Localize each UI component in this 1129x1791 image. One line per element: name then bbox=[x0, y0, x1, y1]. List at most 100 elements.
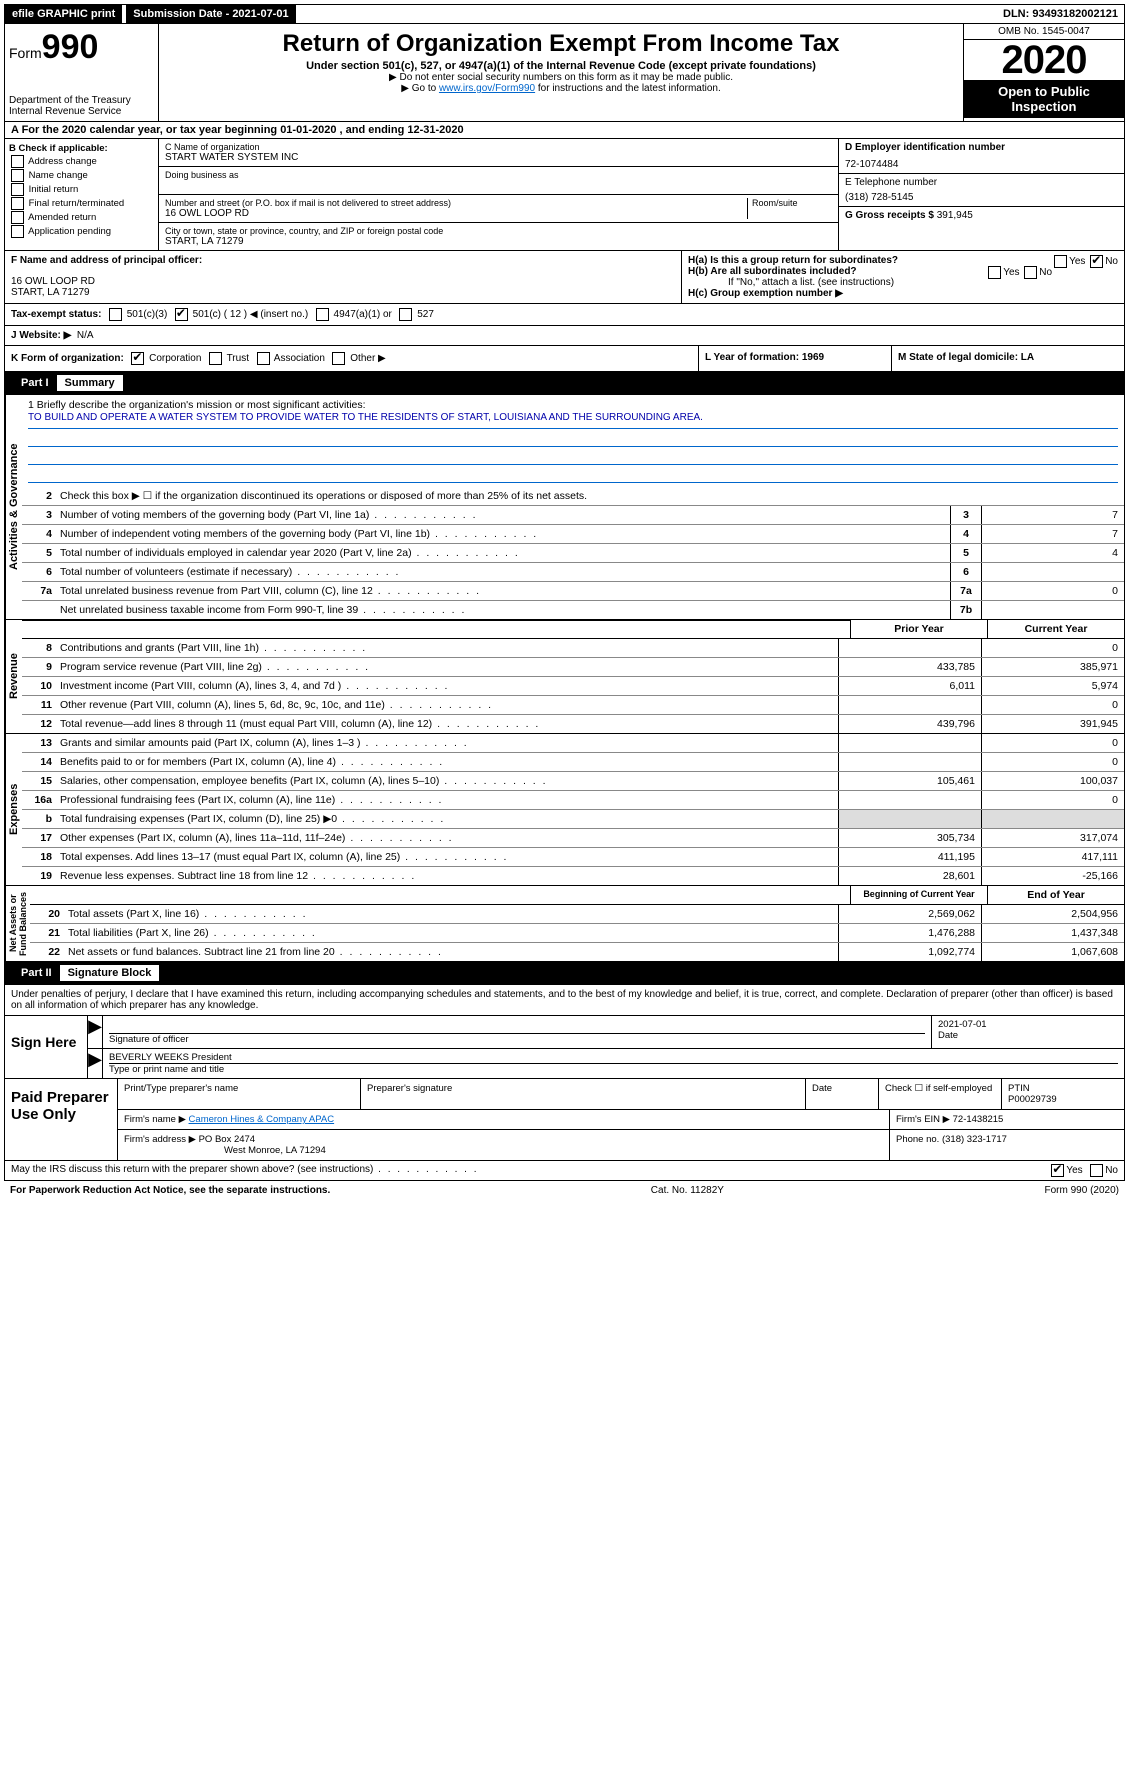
side-net-assets: Net Assets orFund Balances bbox=[5, 886, 30, 961]
city-state-zip: START, LA 71279 bbox=[165, 236, 832, 247]
sign-here-block: Sign Here ▶ Signature of officer 2021-07… bbox=[4, 1016, 1125, 1079]
efile-button[interactable]: efile GRAPHIC print bbox=[5, 5, 122, 23]
org-name: START WATER SYSTEM INC bbox=[165, 152, 832, 163]
self-employed-chk[interactable]: Check ☐ if self-employed bbox=[879, 1079, 1002, 1109]
footer-row: For Paperwork Reduction Act Notice, see … bbox=[4, 1181, 1125, 1200]
side-governance: Activities & Governance bbox=[5, 395, 22, 619]
website-value: N/A bbox=[77, 330, 94, 341]
org-name-label: C Name of organization bbox=[165, 142, 832, 152]
preparer-sig-hdr: Preparer's signature bbox=[361, 1079, 806, 1109]
firm-addr-label: Firm's address ▶ bbox=[124, 1134, 196, 1145]
firm-ein-label: Firm's EIN ▶ bbox=[896, 1114, 950, 1125]
discuss-question: May the IRS discuss this return with the… bbox=[11, 1164, 479, 1177]
table-row: 9Program service revenue (Part VIII, lin… bbox=[22, 658, 1124, 677]
table-row: 14Benefits paid to or for members (Part … bbox=[22, 753, 1124, 772]
revenue-block: Revenue Prior Year Current Year 8Contrib… bbox=[4, 620, 1125, 734]
chk-address-change[interactable]: Address change bbox=[9, 155, 154, 168]
instructions-link[interactable]: www.irs.gov/Form990 bbox=[439, 83, 535, 94]
addr-label: Number and street (or P.O. box if mail i… bbox=[165, 198, 747, 208]
hdr-prior: Prior Year bbox=[850, 620, 987, 638]
part1-body: Activities & Governance 1 Briefly descri… bbox=[4, 395, 1125, 620]
preparer-name-hdr: Print/Type preparer's name bbox=[118, 1079, 361, 1109]
period-row: A For the 2020 calendar year, or tax yea… bbox=[4, 122, 1125, 139]
officer-name: BEVERLY WEEKS President bbox=[109, 1052, 1118, 1064]
h-a: H(a) Is this a group return for subordin… bbox=[688, 255, 1118, 266]
table-row: 12Total revenue—add lines 8 through 11 (… bbox=[22, 715, 1124, 733]
entity-info-block: B Check if applicable: Address change Na… bbox=[4, 139, 1125, 251]
discuss-row: May the IRS discuss this return with the… bbox=[4, 1161, 1125, 1181]
table-row: 22Net assets or fund balances. Subtract … bbox=[30, 943, 1124, 961]
h-c: H(c) Group exemption number ▶ bbox=[688, 288, 1118, 299]
box-d: D Employer identification number 72-1074… bbox=[839, 139, 1124, 250]
net-assets-block: Net Assets orFund Balances Beginning of … bbox=[4, 886, 1125, 962]
form-ref: Form 990 (2020) bbox=[1045, 1185, 1119, 1196]
form-subtitle: Under section 501(c), 527, or 4947(a)(1)… bbox=[165, 60, 957, 72]
hdr-current: Current Year bbox=[987, 620, 1124, 638]
part2-header: Part II Signature Block bbox=[4, 962, 1125, 985]
table-row: 20Total assets (Part X, line 16)2,569,06… bbox=[30, 905, 1124, 924]
part1-header: Part I Summary bbox=[4, 372, 1125, 395]
table-row: 11Other revenue (Part VIII, column (A), … bbox=[22, 696, 1124, 715]
table-row: bTotal fundraising expenses (Part IX, co… bbox=[22, 810, 1124, 829]
phone-label: E Telephone number bbox=[845, 177, 1118, 188]
table-row: 19Revenue less expenses. Subtract line 1… bbox=[22, 867, 1124, 885]
sign-here-label: Sign Here bbox=[5, 1016, 88, 1078]
chk-initial-return[interactable]: Initial return bbox=[9, 183, 154, 196]
table-row: 4Number of independent voting members of… bbox=[22, 525, 1124, 544]
arrow-icon: ▶ bbox=[88, 1016, 103, 1048]
cat-no: Cat. No. 11282Y bbox=[651, 1185, 724, 1196]
table-row: 16aProfessional fundraising fees (Part I… bbox=[22, 791, 1124, 810]
discuss-yes[interactable] bbox=[1051, 1164, 1064, 1177]
sig-intro: Under penalties of perjury, I declare th… bbox=[4, 985, 1125, 1016]
chk-name-change[interactable]: Name change bbox=[9, 169, 154, 182]
gross-value: 391,945 bbox=[937, 210, 973, 221]
chk-application-pending[interactable]: Application pending bbox=[9, 225, 154, 238]
box-c: C Name of organization START WATER SYSTE… bbox=[159, 139, 839, 250]
line2: Check this box ▶ ☐ if the organization d… bbox=[56, 487, 1124, 505]
officer-name-label: Type or print name and title bbox=[109, 1064, 1118, 1075]
chk-amended-return[interactable]: Amended return bbox=[9, 211, 154, 224]
table-row: 5Total number of individuals employed in… bbox=[22, 544, 1124, 563]
sig-officer-label: Signature of officer bbox=[109, 1034, 925, 1045]
submission-date-button[interactable]: Submission Date - 2021-07-01 bbox=[126, 5, 295, 23]
h-b-note: If "No," attach a list. (see instruction… bbox=[688, 277, 1118, 288]
chk-final-return[interactable]: Final return/terminated bbox=[9, 197, 154, 210]
dept-label: Department of the Treasury Internal Reve… bbox=[9, 95, 154, 117]
ein-label: D Employer identification number bbox=[845, 142, 1118, 153]
ptin-label: PTIN bbox=[1008, 1083, 1118, 1094]
arrow-icon: ▶ bbox=[88, 1049, 103, 1078]
street-address: 16 OWL LOOP RD bbox=[165, 208, 747, 219]
ein-value: 72-1074484 bbox=[845, 159, 1118, 170]
form-note-2: ▶ Go to www.irs.gov/Form990 for instruct… bbox=[165, 83, 957, 94]
form-note-1: ▶ Do not enter social security numbers o… bbox=[165, 72, 957, 83]
room-suite-label: Room/suite bbox=[747, 198, 832, 219]
dln-label: DLN: 93493182002121 bbox=[997, 6, 1124, 22]
top-bar: efile GRAPHIC print Submission Date - 20… bbox=[4, 4, 1125, 24]
firm-phone-label: Phone no. bbox=[896, 1134, 939, 1145]
table-row: 13Grants and similar amounts paid (Part … bbox=[22, 734, 1124, 753]
paid-preparer-label: Paid Preparer Use Only bbox=[5, 1079, 118, 1160]
expenses-block: Expenses 13Grants and similar amounts pa… bbox=[4, 734, 1125, 886]
discuss-no[interactable] bbox=[1090, 1164, 1103, 1177]
table-row: 21Total liabilities (Part X, line 26)1,4… bbox=[30, 924, 1124, 943]
table-row: 17Other expenses (Part IX, column (A), l… bbox=[22, 829, 1124, 848]
open-to-public: Open to Public Inspection bbox=[964, 80, 1124, 118]
form-org-row: K Form of organization: Corporation Trus… bbox=[4, 346, 1125, 372]
sig-date: 2021-07-01 bbox=[938, 1019, 1118, 1030]
website-row: J Website: ▶ N/A bbox=[4, 326, 1125, 346]
officer-addr2: START, LA 71279 bbox=[11, 287, 675, 298]
officer-label: F Name and address of principal officer: bbox=[11, 255, 675, 266]
city-label: City or town, state or province, country… bbox=[165, 226, 832, 236]
gross-label: G Gross receipts $ bbox=[845, 210, 934, 221]
firm-name-label: Firm's name ▶ bbox=[124, 1114, 186, 1125]
table-row: 15Salaries, other compensation, employee… bbox=[22, 772, 1124, 791]
mission-text: TO BUILD AND OPERATE A WATER SYSTEM TO P… bbox=[28, 411, 1118, 429]
firm-name-link[interactable]: Cameron Hines & Company APAC bbox=[189, 1114, 335, 1125]
form-number: Form990 bbox=[9, 28, 154, 67]
sig-date-label: Date bbox=[938, 1030, 1118, 1041]
side-expenses: Expenses bbox=[5, 734, 22, 885]
side-revenue: Revenue bbox=[5, 620, 22, 733]
hdr-beginning: Beginning of Current Year bbox=[850, 886, 987, 904]
table-row: 18Total expenses. Add lines 13–17 (must … bbox=[22, 848, 1124, 867]
hdr-end: End of Year bbox=[987, 886, 1124, 904]
